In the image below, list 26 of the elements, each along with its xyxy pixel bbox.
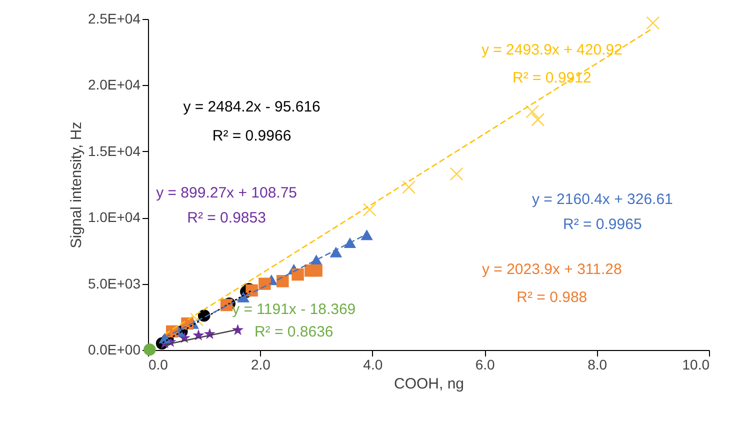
annotation: R² = 0.9966	[212, 128, 292, 145]
annotation: y = 1191x - 18.369	[232, 300, 356, 318]
annotation: y = 2484.2x - 95.616	[183, 98, 320, 116]
x-tick-label: 0.0	[148, 356, 168, 372]
y-axis-title: Signal intensity, Hz	[68, 122, 85, 248]
annotation: R² = 0.9912	[512, 69, 592, 86]
annotation: y = 2493.9x + 420.92	[481, 41, 622, 58]
y-tick-label: 1.5E+04	[88, 142, 141, 159]
x-axis-title: COOH, ng	[394, 376, 464, 392]
y-tick-label: 2.5E+04	[88, 10, 141, 26]
annotation: R² = 0.988	[516, 289, 588, 306]
annotation: R² = 0.9965	[563, 216, 642, 234]
y-tick-label: 1.0E+04	[88, 209, 141, 226]
x-tick-label: 10.0	[682, 356, 710, 372]
annotation: y = 2023.9x + 311.28	[482, 261, 622, 278]
x-tick-label: 6.0	[475, 356, 496, 372]
annotation: y = 2160.4x + 326.61	[532, 191, 673, 208]
x-tick-label: 2.0	[250, 356, 271, 372]
annotation: y = 899.27x + 108.75	[156, 184, 298, 202]
x-tick-label: 8.0	[588, 356, 608, 372]
y-tick-label: 2.0E+04	[88, 76, 141, 93]
y-tick-label: 5.0E+03	[88, 275, 141, 292]
annotation: R² = 0.8636	[254, 323, 334, 340]
annotation: R² = 0.9853	[187, 210, 266, 227]
y-tick-label: 0.0E+00	[88, 342, 141, 358]
x-tick-label: 4.0	[363, 356, 383, 372]
